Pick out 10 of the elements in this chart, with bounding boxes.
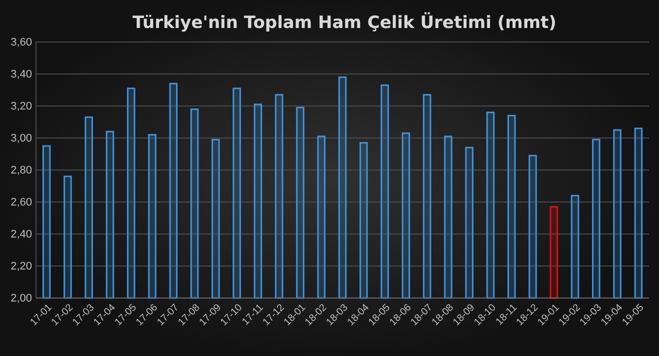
y-tick-label: 3,00 (10, 132, 32, 145)
y-tick-label: 3,60 (10, 36, 32, 49)
y-tick-label: 2,40 (10, 228, 32, 241)
y-tick-label: 2,80 (10, 164, 32, 177)
y-tick-label: 2,00 (10, 292, 32, 305)
y-tick-label: 2,20 (10, 260, 32, 273)
y-tick-label: 3,40 (10, 68, 32, 81)
y-tick-label: 2,60 (10, 196, 32, 209)
chart-title: Türkiye'nin Toplam Ham Çelik Üretimi (mmt) (132, 12, 556, 33)
y-tick-label: 3,20 (10, 100, 32, 113)
